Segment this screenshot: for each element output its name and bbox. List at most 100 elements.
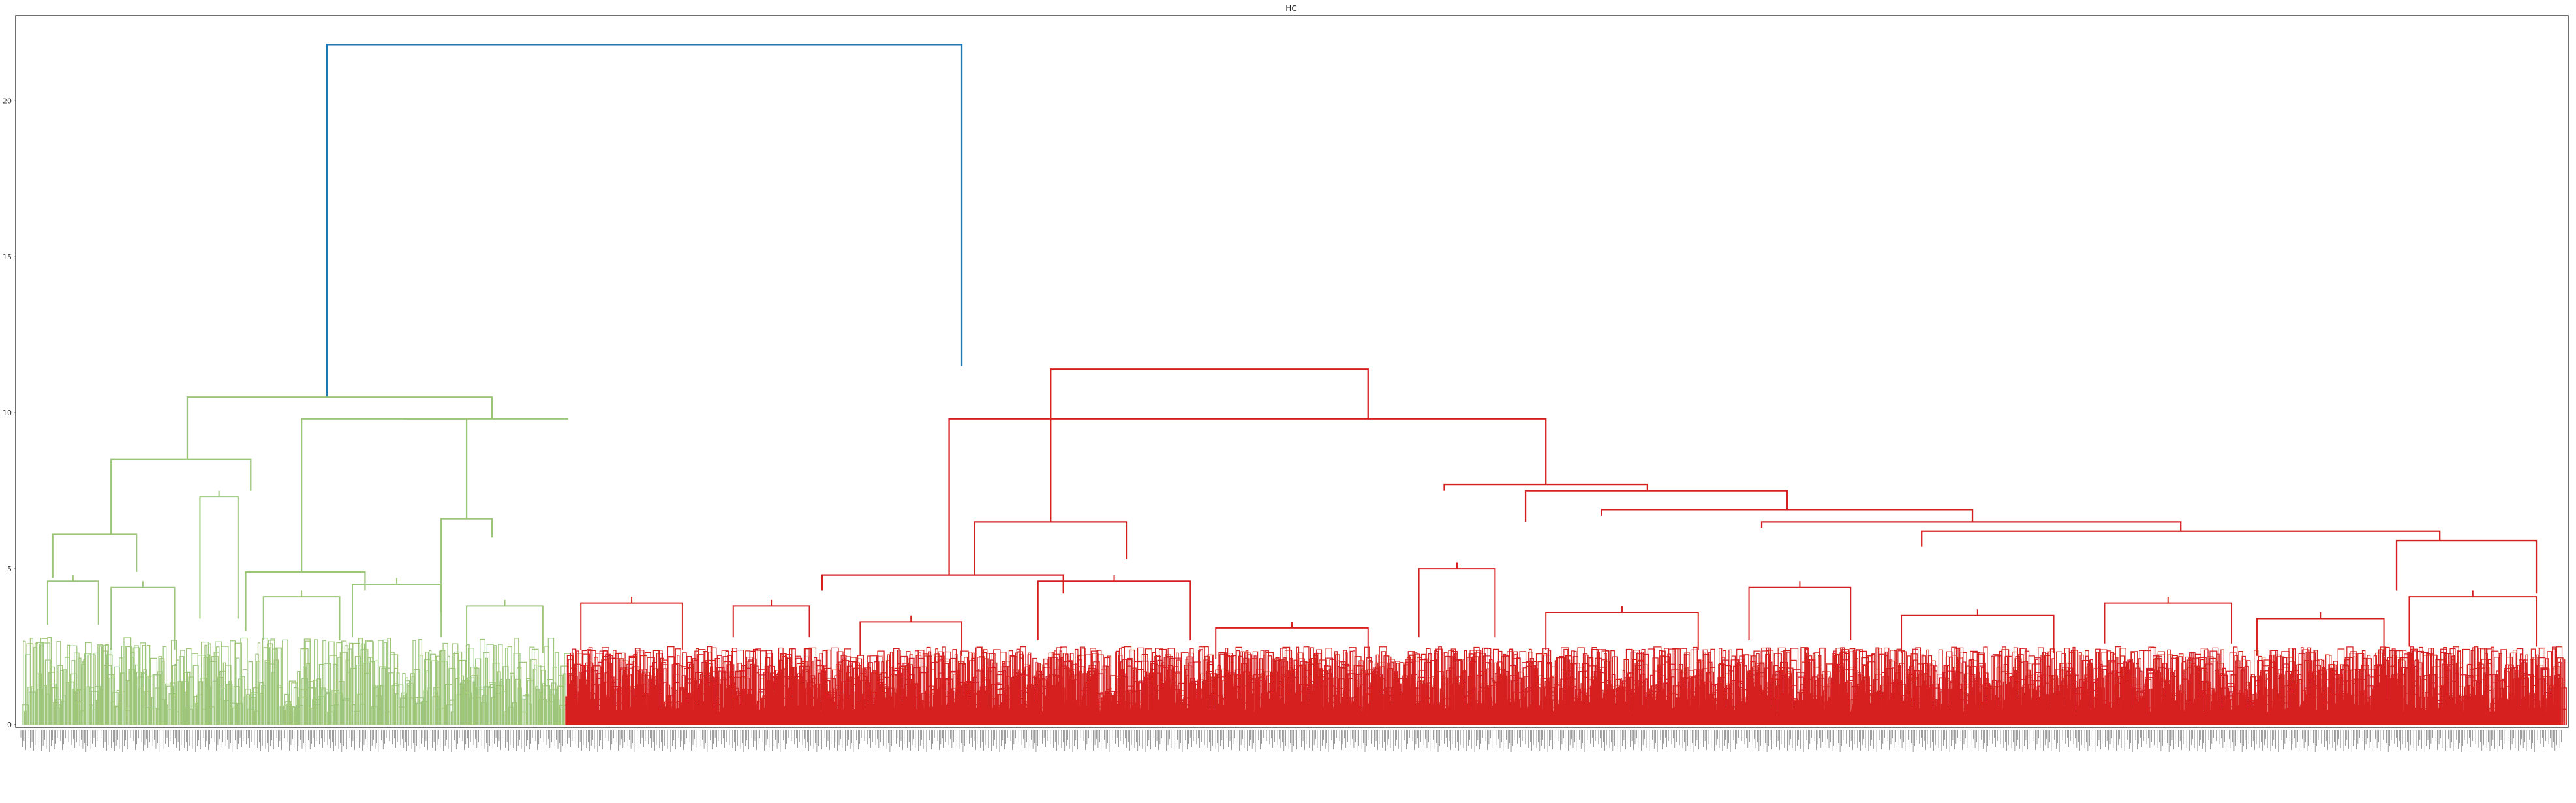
red-leaf-3296 xyxy=(2385,660,2389,725)
green-leaf-142 xyxy=(186,648,192,725)
green-leaf-124 xyxy=(165,683,173,725)
red-leaf-468 xyxy=(823,665,828,725)
red-leaf-547 xyxy=(867,655,870,725)
green-leaf-105 xyxy=(143,669,147,725)
red-leaf-3001 xyxy=(2222,667,2226,725)
red-leaf-2968 xyxy=(2203,649,2209,725)
red-leaf-896 xyxy=(1060,646,1067,725)
green-leaf-104 xyxy=(142,644,146,725)
red-leaf-1107 xyxy=(1176,659,1181,725)
extra-branch-14 xyxy=(1901,609,2055,653)
red-leaf-1215 xyxy=(1236,650,1240,725)
green-leaf-54 xyxy=(84,653,91,725)
red-leaf-172 xyxy=(660,657,664,725)
green-leaf-71 xyxy=(104,665,112,725)
red-leaf-2069 xyxy=(1708,661,1713,725)
green-leaf-328 xyxy=(401,692,407,725)
extra-branch-13 xyxy=(1748,581,1852,640)
green-leaf-253 xyxy=(314,639,318,725)
red-leaf-3058 xyxy=(2254,650,2259,725)
green-leaf-74 xyxy=(107,674,114,725)
extra-branch-10 xyxy=(1215,622,1369,659)
green-leaf-263 xyxy=(326,691,330,725)
red-leaf-1419 xyxy=(1349,647,1357,725)
green-leaf-286 xyxy=(352,642,361,725)
green-leaf-408 xyxy=(493,645,497,725)
green-leaf-301 xyxy=(369,661,375,725)
red-leaf-3202 xyxy=(2333,661,2338,725)
green-leaf-352 xyxy=(429,650,432,725)
green-leaf-144 xyxy=(188,676,194,725)
red-leaf-1921 xyxy=(1625,648,1633,725)
red-leaf-2173 xyxy=(1765,653,1770,725)
red-leaf-3254 xyxy=(2361,650,2366,725)
extra-branch-1 xyxy=(110,581,176,650)
red-leaf-3606 xyxy=(2556,646,2563,725)
dendrogram-link-11 xyxy=(821,574,1064,594)
red-leaf-1851 xyxy=(1587,657,1594,725)
red-leaf-3379 xyxy=(2430,648,2434,725)
red-leaf-66 xyxy=(602,647,609,725)
red-leaf-2531 xyxy=(1963,652,1967,725)
red-leaf-981 xyxy=(1107,655,1112,725)
green-leaf-235 xyxy=(293,687,299,725)
green-leaf-384 xyxy=(465,644,470,725)
red-leaf-1953 xyxy=(1643,653,1649,725)
green-leaf-168 xyxy=(216,646,220,725)
plot-frame xyxy=(15,15,2569,728)
green-leaf-58 xyxy=(89,687,94,725)
y-tick-label-1: 5 xyxy=(7,565,12,573)
red-leaf-3309 xyxy=(2392,655,2397,725)
green-leaf-260 xyxy=(322,640,326,725)
red-leaf-3323 xyxy=(2400,657,2403,725)
dendrogram-link-10 xyxy=(948,418,1547,575)
dendrogram-link-1 xyxy=(186,396,493,460)
green-leaf-185 xyxy=(236,657,240,725)
red-leaf-3246 xyxy=(2357,653,2365,725)
green-leaf-138 xyxy=(181,681,189,725)
green-leaf-324 xyxy=(396,672,400,725)
red-leaf-1201 xyxy=(1228,669,1233,725)
green-leaf-225 xyxy=(282,639,288,725)
red-leaf-3088 xyxy=(2270,662,2276,725)
red-leaf-3045 xyxy=(2246,660,2251,725)
extra-branch-3 xyxy=(262,590,341,640)
red-leaf-1960 xyxy=(1647,648,1655,725)
extra-branch-8 xyxy=(859,615,963,656)
red-leaf-550 xyxy=(868,691,876,725)
extra-branch-11 xyxy=(1418,562,1496,638)
red-leaf-969 xyxy=(1100,692,1104,725)
green-leaf-245 xyxy=(305,640,311,725)
red-leaf-3021 xyxy=(2233,646,2238,725)
red-leaf-472 xyxy=(825,649,831,725)
dendrogram-link-7 xyxy=(440,518,493,612)
dendrogram-link-5 xyxy=(52,533,138,578)
green-leaf-316 xyxy=(387,638,391,725)
extra-branch-4 xyxy=(351,578,442,638)
green-leaf-338 xyxy=(412,640,416,725)
red-leaf-3143 xyxy=(2300,647,2304,725)
extra-branch-6 xyxy=(580,597,683,650)
green-leaf-96 xyxy=(132,647,140,725)
red-leaf-832 xyxy=(1024,666,1030,725)
red-leaf-3560 xyxy=(2530,648,2536,725)
green-leaf-161 xyxy=(207,643,211,725)
red-leaf-1272 xyxy=(1267,655,1272,725)
y-axis: 0 5 10 15 20 xyxy=(3,97,16,729)
green-leaf-72 xyxy=(104,644,109,725)
red-leaf-3185 xyxy=(2323,671,2327,725)
red-leaf-3261 xyxy=(2365,658,2372,725)
red-leaf-144 xyxy=(645,652,651,725)
green-leaf-43 xyxy=(71,659,76,725)
red-leaf-3025 xyxy=(2235,660,2241,725)
red-leaf-3086 xyxy=(2269,655,2273,725)
red-leaf-569 xyxy=(879,687,885,725)
red-leaf-3612 xyxy=(2559,683,2565,725)
green-leaf-22 xyxy=(47,637,52,725)
red-leaf-737 xyxy=(972,652,975,725)
green-leaf-24 xyxy=(49,666,55,725)
green-leaf-212 xyxy=(267,643,273,725)
red-leaf-3156 xyxy=(2307,652,2316,725)
leaf-labels xyxy=(20,730,2562,752)
dendrogram-link-14 xyxy=(1601,509,1974,522)
